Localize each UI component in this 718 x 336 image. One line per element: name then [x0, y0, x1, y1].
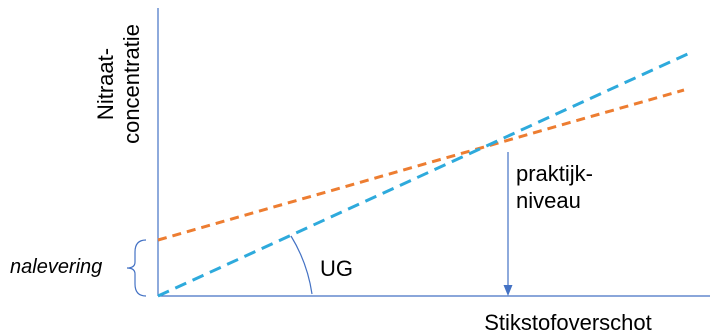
offset-label: nalevering	[10, 256, 102, 278]
angle-label: UG	[320, 256, 353, 281]
practice-label-line1: praktijk-	[516, 161, 593, 186]
offset-brace	[126, 239, 147, 297]
angle-arc	[290, 235, 313, 295]
y-axis-label-line2: concentratie	[119, 24, 144, 144]
y-axis-label-line1: Nitraat-	[93, 48, 118, 120]
y-axis-label: Nitraat- concentratie	[93, 24, 144, 144]
orange-dashed-line	[157, 88, 685, 242]
practice-label-line2: niveau	[516, 188, 581, 213]
blue-dashed-line	[157, 50, 693, 298]
x-axis-label: Stikstofoverschot	[484, 310, 652, 335]
practice-level-arrowhead	[503, 285, 513, 296]
